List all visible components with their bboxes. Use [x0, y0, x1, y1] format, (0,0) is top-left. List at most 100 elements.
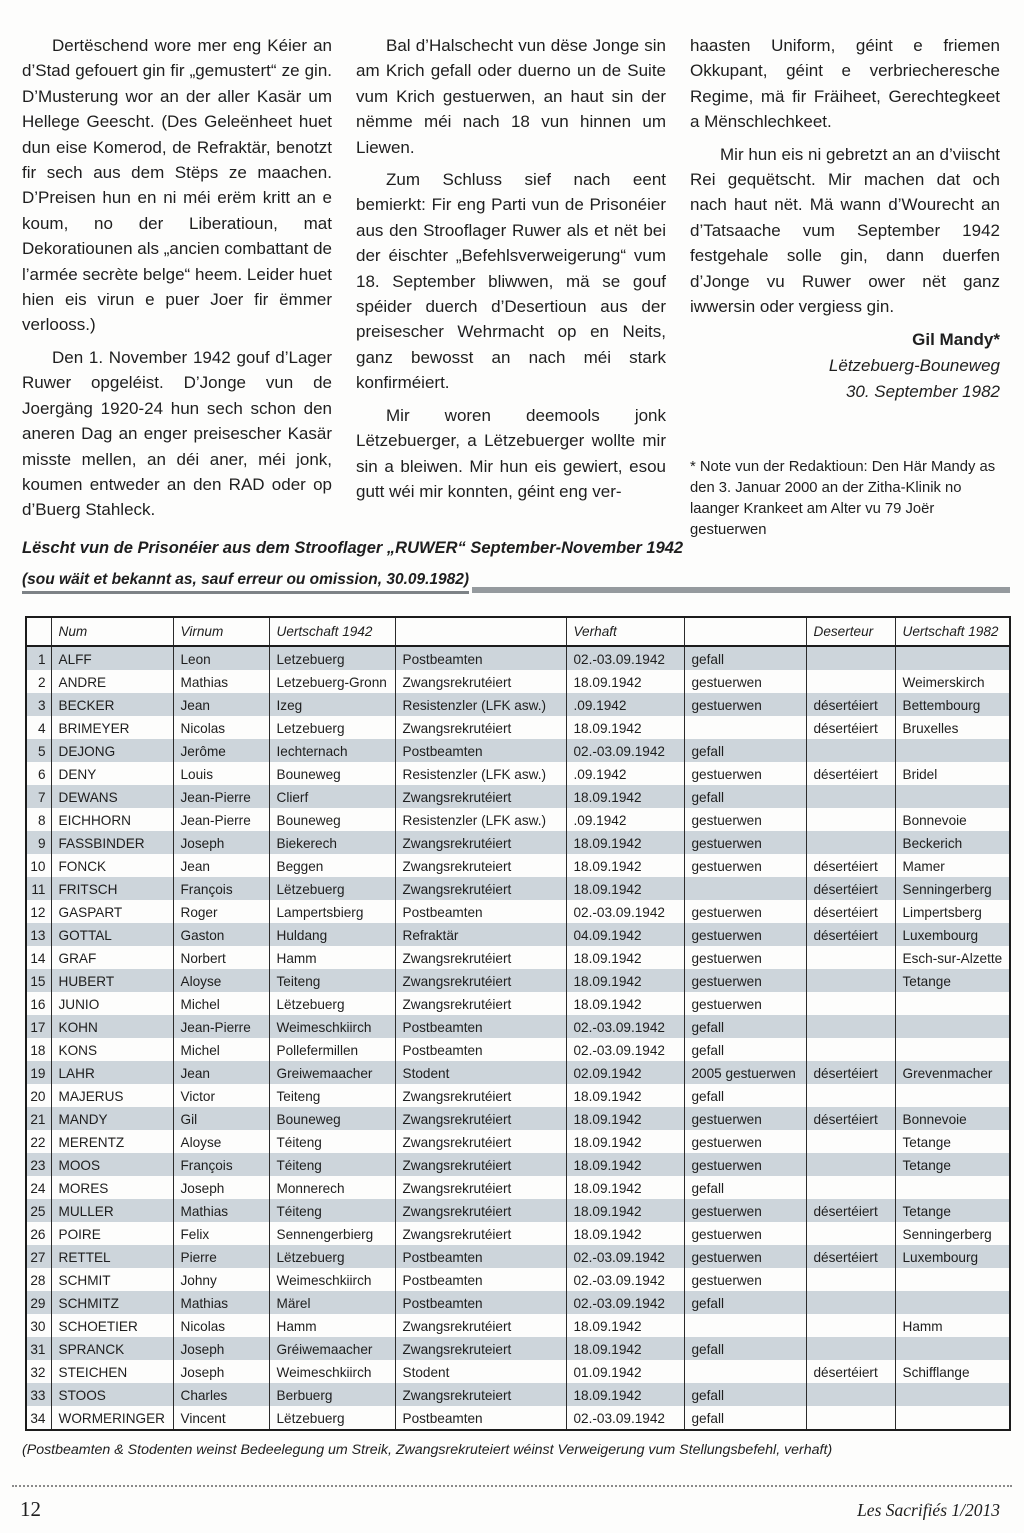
table-cell [894, 785, 1010, 808]
table-row: 31 SPRANCK Joseph Gréiwemaacher Zwangsrekrut… [25, 1337, 1010, 1360]
table-cell: gestuerwen [683, 969, 806, 992]
table-header-cell [25, 617, 51, 647]
table-cell: 21 [25, 1107, 51, 1130]
table-cell: Michel [172, 1038, 269, 1061]
table-row: 16 JUNIO Michel Lëtzebuerg Zwangsrekrutéiert… [25, 992, 1010, 1015]
table-row: 19 LAHR Jean Greiwemaacher Stodent 02.09.1942… [25, 1061, 1010, 1084]
table-cell: Joseph [172, 1176, 269, 1199]
table-cell: MERENTZ [50, 1130, 173, 1153]
table-cell: gefall [683, 1015, 806, 1038]
table-cell: Postbeamten [394, 739, 566, 762]
table-cell: 02.-03.09.1942 [565, 1291, 684, 1314]
table-cell: Mamer [894, 854, 1010, 877]
table-cell: Weimerskirch [894, 670, 1010, 693]
table-cell: 02.-03.09.1942 [565, 1268, 684, 1291]
table-cell [805, 1222, 895, 1245]
table-cell [683, 1360, 806, 1383]
table-cell: 20 [25, 1084, 51, 1107]
table-cell: Postbeamten [394, 1291, 566, 1314]
table-row: 9 FASSBINDER Joseph Biekerech Zwangsrekrutéi… [25, 831, 1010, 854]
table-cell: gestuerwen [683, 992, 806, 1015]
table-cell: 18.09.1942 [565, 1176, 684, 1199]
table-cell: gefall [683, 785, 806, 808]
table-cell: SCHOETIER [50, 1314, 173, 1337]
table-cell: gestuerwen [683, 670, 806, 693]
table-cell: Senningerberg [894, 877, 1010, 900]
table-cell: Bettembourg [894, 693, 1010, 716]
table-cell: Lëtzebuerg [268, 877, 395, 900]
journal-title: Les Sacrifiés 1/2013 [857, 1500, 1000, 1520]
table-row: 17 KOHN Jean-Pierre Weimeschkiirch Postbeamt… [25, 1015, 1010, 1038]
table-cell: Senningerberg [894, 1222, 1010, 1245]
table-cell: Joseph [172, 831, 269, 854]
table-cell [805, 808, 895, 831]
table-cell [894, 1084, 1010, 1107]
table-cell: 16 [25, 992, 51, 1015]
table-cell: Jean [172, 693, 269, 716]
table-cell: 27 [25, 1245, 51, 1268]
table-cell: Zwangsrekrutéiert [394, 831, 566, 854]
table-cell: 3 [25, 693, 51, 716]
table-cell: 6 [25, 762, 51, 785]
table-cell: Nicolas [172, 1314, 269, 1337]
table-cell: Teiteng [268, 969, 395, 992]
table-cell: gefall [683, 1084, 806, 1107]
table-header-cell [683, 617, 806, 647]
table-cell: 15 [25, 969, 51, 992]
table-cell: gefall [683, 646, 806, 670]
table-cell [805, 1383, 895, 1406]
footer-divider [12, 1485, 1012, 1487]
table-header-cell [394, 617, 566, 647]
table-cell: 23 [25, 1153, 51, 1176]
table-cell: gestuerwen [683, 1199, 806, 1222]
table-cell: désertéiert [805, 1245, 895, 1268]
table-cell: gestuerwen [683, 946, 806, 969]
table-cell: 34 [25, 1406, 51, 1430]
table-cell: JUNIO [50, 992, 173, 1015]
paragraph: Mir woren deemools jonk Lëtzebuerger, a … [356, 405, 666, 501]
table-cell: Esch-sur-Alzette [894, 946, 1010, 969]
table-row: 15 HUBERT Aloyse Teiteng Zwangsrekrutéiert 18… [25, 969, 1010, 992]
table-cell: 02.09.1942 [565, 1061, 684, 1084]
table-cell [894, 646, 1010, 670]
table-cell: Pollefermillen [268, 1038, 395, 1061]
table-cell: 02.-03.09.1942 [565, 739, 684, 762]
table-row: 21 MANDY Gil Bouneweg Zwangsrekrutéiert 18.09… [25, 1107, 1010, 1130]
table-cell: Huldang [268, 923, 395, 946]
table-cell: Lëtzebuerg [268, 1245, 395, 1268]
table-cell: désertéiert [805, 923, 895, 946]
table-cell: Michel [172, 992, 269, 1015]
table-cell: Joseph [172, 1360, 269, 1383]
table-cell: Zwangsrekrutéiert [394, 670, 566, 693]
table-row: 25 MULLER Mathias Téiteng Zwangsrekrutéiert 1… [25, 1199, 1010, 1222]
table-cell: Zwangsrekrutéiert [394, 716, 566, 739]
table-cell: .09.1942 [565, 693, 684, 716]
table-cell [894, 1038, 1010, 1061]
table-row: 2 ANDRE Mathias Letzebuerg-Gronn Zwangsrekru… [25, 670, 1010, 693]
table-cell: Grevenmacher [894, 1061, 1010, 1084]
table-cell: 18 [25, 1038, 51, 1061]
page-number: 12 [20, 1497, 41, 1521]
table-cell: 2 [25, 670, 51, 693]
paragraph: Mir hun eis ni gebretzt an an d’viischt … [690, 144, 1000, 317]
table-cell: Greiwemaacher [268, 1061, 395, 1084]
list-subtitle: (sou wäit et bekannt as, sauf erreur ou … [22, 571, 470, 594]
table-cell: Sennengerbierg [268, 1222, 395, 1245]
table-cell: 4 [25, 716, 51, 739]
table-cell: 18.09.1942 [565, 969, 684, 992]
table-cell: Vincent [172, 1406, 269, 1430]
table-header-cell: Uertschaft 1942 [268, 617, 395, 647]
table-cell: WORMERINGER [50, 1406, 173, 1430]
table-cell: Monnerech [268, 1176, 395, 1199]
table-cell: 18.09.1942 [565, 785, 684, 808]
table-cell: Zwangsrekrutéiert [394, 1153, 566, 1176]
table-cell: 04.09.1942 [565, 923, 684, 946]
table-cell: gefall [683, 1291, 806, 1314]
table-cell: 18.09.1942 [565, 716, 684, 739]
table-row: 11 FRITSCH François Lëtzebuerg Zwangsrekruté… [25, 877, 1010, 900]
table-row: 33 STOOS Charles Berbuerg Zwangsrekruteiert 1… [25, 1383, 1010, 1406]
table-cell: gestuerwen [683, 854, 806, 877]
table-cell: Clierf [268, 785, 395, 808]
table-cell: 18.09.1942 [565, 1222, 684, 1245]
table-cell: SCHMIT [50, 1268, 173, 1291]
